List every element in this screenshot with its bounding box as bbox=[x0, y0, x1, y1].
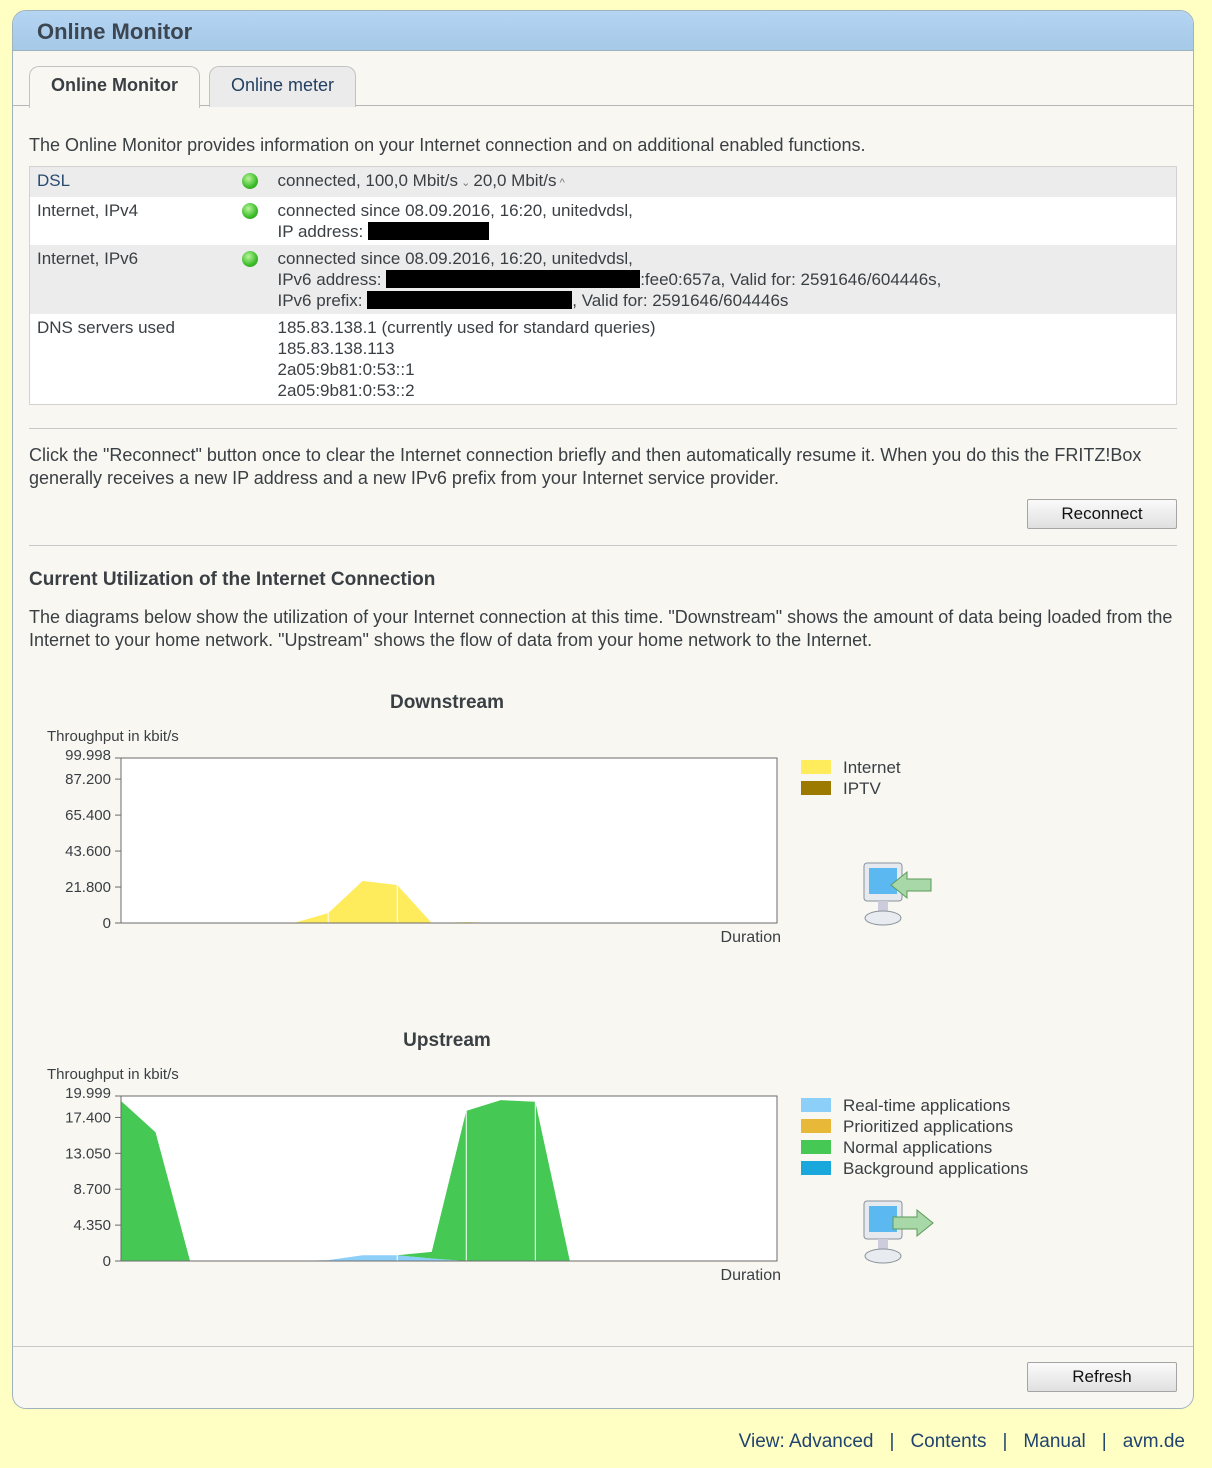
utilization-heading: Current Utilization of the Internet Conn… bbox=[29, 569, 436, 590]
chart-legend: Real-time applications Prioritized applic… bbox=[801, 1095, 1028, 1179]
status-line: :fee0:657a, Valid for: 2591646/604446s, bbox=[640, 270, 942, 289]
status-led-icon bbox=[241, 173, 258, 189]
x-axis-label: Duration bbox=[721, 929, 781, 946]
divider bbox=[29, 428, 1177, 429]
area-normal-applications bbox=[121, 1100, 777, 1261]
y-axis-label: Throughput in kbit/s bbox=[47, 728, 179, 745]
upstream-rate: 20,0 Mbit/s bbox=[473, 171, 557, 190]
dns-server: 2a05:9b81:0:53::1 bbox=[277, 360, 415, 379]
tab-bar: Online Monitor Online meter bbox=[13, 51, 1193, 108]
y-tick-label: 17.400 bbox=[65, 1109, 111, 1126]
status-line: , Valid for: 2591646/604446s bbox=[572, 291, 789, 310]
page-title: Online Monitor bbox=[13, 11, 1193, 51]
y-tick-label: 19.999 bbox=[65, 1086, 111, 1102]
online-monitor-panel: Online Monitor Online Monitor Online met… bbox=[12, 10, 1194, 1409]
legend-item: Prioritized applications bbox=[801, 1116, 1028, 1137]
legend-swatch bbox=[801, 781, 831, 795]
row-label: DNS servers used bbox=[37, 318, 175, 337]
y-tick-label: 13.050 bbox=[65, 1145, 111, 1162]
x-axis-label: Duration bbox=[721, 1267, 781, 1284]
y-tick-label: 43.600 bbox=[65, 843, 111, 860]
status-line: connected since 08.09.2016, 16:20, unite… bbox=[277, 249, 633, 268]
row-label: Internet, IPv4 bbox=[37, 201, 139, 220]
tab-online-monitor[interactable]: Online Monitor bbox=[29, 66, 200, 108]
status-line: IP address: bbox=[277, 222, 364, 241]
legend-item: Normal applications bbox=[801, 1137, 1028, 1158]
dns-server: 185.83.138.1 (currently used for standar… bbox=[277, 318, 656, 337]
view-advanced-link[interactable]: View: Advanced bbox=[738, 1431, 874, 1452]
avm-link[interactable]: avm.de bbox=[1122, 1431, 1185, 1452]
legend-label: Prioritized applications bbox=[843, 1117, 1014, 1136]
legend-item: IPTV bbox=[801, 778, 901, 799]
legend-swatch bbox=[801, 1140, 831, 1154]
chart-plot: 0 4.350 8.700 13.050 17.400 19.999 Duration bbox=[65, 1086, 781, 1284]
y-tick-label: 8.700 bbox=[73, 1181, 111, 1198]
status-led-icon bbox=[241, 203, 258, 219]
legend-swatch bbox=[801, 760, 831, 774]
connection-status-table: DSL connected, 100,0 Mbit/s ⌄ 20,0 Mbit/… bbox=[29, 166, 1177, 405]
divider bbox=[29, 545, 1177, 546]
computer-upload-arrow-icon bbox=[863, 1200, 934, 1264]
y-tick-label: 21.800 bbox=[65, 879, 111, 896]
legend-item: Real-time applications bbox=[801, 1095, 1028, 1116]
divider bbox=[13, 1346, 1193, 1347]
table-row-dsl: DSL connected, 100,0 Mbit/s ⌄ 20,0 Mbit/… bbox=[29, 166, 1177, 197]
refresh-button[interactable]: Refresh bbox=[1027, 1362, 1177, 1392]
status-line: IPv6 address: bbox=[277, 270, 382, 289]
legend-swatch bbox=[801, 1161, 831, 1175]
legend-label: Real-time applications bbox=[843, 1096, 1011, 1115]
y-axis-label: Throughput in kbit/s bbox=[47, 1066, 179, 1083]
computer-download-arrow-icon bbox=[863, 862, 932, 926]
intro-text: The Online Monitor provides information … bbox=[29, 135, 866, 155]
area-real-time-applications bbox=[121, 1255, 777, 1261]
charts-area: Downstream Throughput in kbit/s 0 21.800 43.… bbox=[13, 692, 1193, 1346]
manual-link[interactable]: Manual bbox=[1023, 1431, 1086, 1452]
y-tick-label: 0 bbox=[103, 915, 111, 932]
legend-swatch bbox=[801, 1119, 831, 1133]
chart-title: Upstream bbox=[403, 1030, 491, 1051]
row-label: DSL bbox=[37, 171, 71, 190]
chevron-down-icon: ⌄ bbox=[458, 177, 474, 189]
contents-link[interactable]: Contents bbox=[910, 1431, 987, 1452]
legend-item: Background applications bbox=[801, 1158, 1028, 1179]
legend-label: Normal applications bbox=[843, 1138, 993, 1157]
legend-item: Internet bbox=[801, 757, 901, 778]
legend-label: Background applications bbox=[843, 1159, 1029, 1178]
row-label: Internet, IPv6 bbox=[37, 249, 139, 268]
redacted-prefix bbox=[367, 291, 573, 309]
chart-title: Downstream bbox=[389, 692, 505, 713]
redacted-ip bbox=[367, 222, 489, 240]
legend-label: Internet bbox=[843, 758, 901, 777]
tab-online-meter[interactable]: Online meter bbox=[209, 66, 356, 107]
redacted-ipv6 bbox=[386, 270, 641, 288]
plot-frame bbox=[120, 757, 778, 924]
footer-links: View: Advanced | Contents | Manual | avm.de bbox=[738, 1431, 1185, 1452]
legend-label: IPTV bbox=[843, 779, 881, 798]
status-led-icon bbox=[241, 251, 258, 267]
dns-server: 185.83.138.113 bbox=[277, 339, 395, 358]
plot-frame bbox=[120, 1095, 778, 1262]
y-tick-label: 0 bbox=[103, 1253, 111, 1270]
downstream-rate: connected, 100,0 Mbit/s bbox=[277, 171, 459, 190]
chart-plot: 0 21.800 43.600 65.400 87.200 99.998 Duration bbox=[65, 748, 781, 946]
y-tick-label: 99.998 bbox=[65, 748, 111, 764]
status-line: IPv6 prefix: bbox=[277, 291, 363, 310]
y-tick-label: 65.400 bbox=[65, 807, 111, 824]
chart-legend: Internet IPTV bbox=[801, 757, 901, 799]
status-line: connected since 08.09.2016, 16:20, unite… bbox=[277, 201, 633, 220]
utilization-text: The diagrams below show the utilization … bbox=[29, 607, 1173, 650]
chevron-up-icon: ^ bbox=[556, 177, 565, 189]
table-row-ipv4: Internet, IPv4 connected since 08.09.201… bbox=[29, 197, 1177, 245]
legend-swatch bbox=[801, 1098, 831, 1112]
reconnect-button[interactable]: Reconnect bbox=[1027, 499, 1177, 529]
table-row-dns: DNS servers used 185.83.138.1 (currently… bbox=[29, 314, 1177, 405]
y-tick-label: 87.200 bbox=[65, 771, 111, 788]
dns-server: 2a05:9b81:0:53::2 bbox=[277, 381, 415, 400]
table-row-ipv6: Internet, IPv6 connected since 08.09.201… bbox=[29, 245, 1177, 314]
y-tick-label: 4.350 bbox=[73, 1217, 111, 1234]
reconnect-text: Click the "Reconnect" button once to cle… bbox=[29, 445, 1142, 488]
